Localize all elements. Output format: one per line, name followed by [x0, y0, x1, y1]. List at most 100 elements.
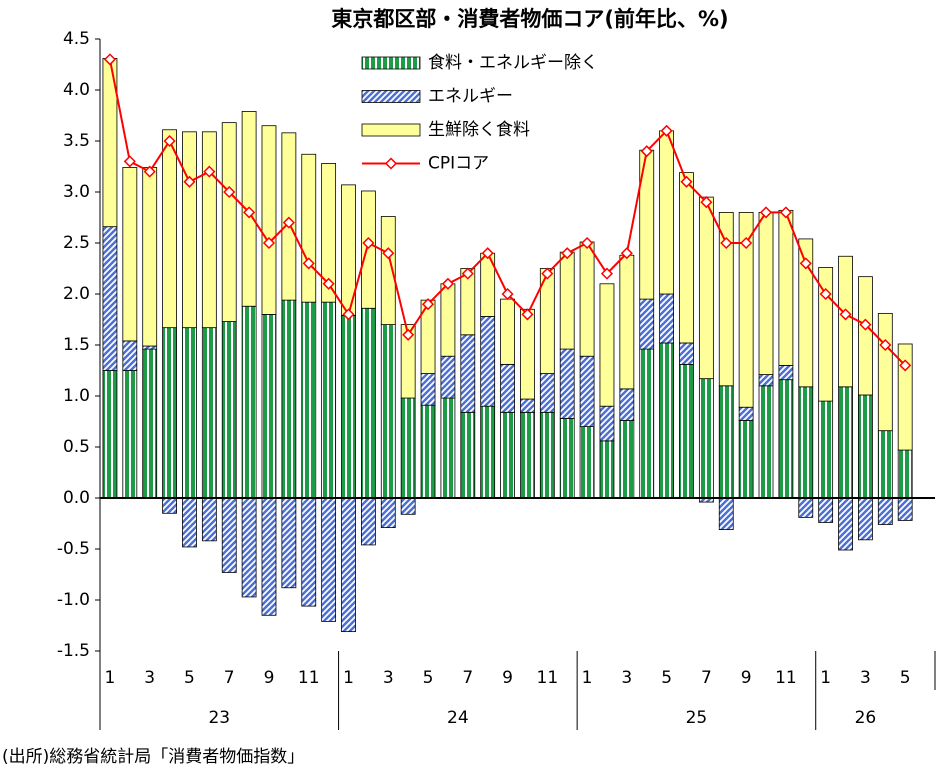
bar-segment — [500, 411, 515, 499]
bar-segment — [221, 122, 237, 322]
line-marker — [362, 236, 375, 250]
bar-segment — [798, 238, 814, 388]
line-marker — [163, 134, 176, 148]
bar-segment — [599, 283, 615, 407]
bar-segment — [261, 125, 277, 315]
line-marker — [183, 175, 196, 188]
line-marker — [720, 236, 733, 250]
line-marker — [382, 247, 395, 260]
x-tick-label: 5 — [423, 668, 434, 688]
bar-segment — [718, 497, 734, 531]
bar-segment — [321, 301, 337, 499]
bar-segment — [619, 420, 635, 499]
bar-segment — [360, 307, 376, 499]
bar-segment — [778, 364, 794, 381]
bar-segment — [639, 348, 655, 499]
bar-segment — [281, 497, 297, 589]
bar-segment — [659, 130, 675, 295]
bar-segment — [241, 497, 257, 598]
x-tick-label: 11 — [537, 668, 559, 688]
y-tick-label: 2.5 — [63, 233, 90, 253]
line-marker — [600, 267, 614, 280]
line-marker — [521, 308, 534, 321]
line-marker — [103, 53, 117, 66]
bar-segment — [182, 327, 197, 499]
bar-segment — [718, 211, 734, 387]
bar-segment — [659, 293, 675, 344]
bar-segment — [500, 298, 515, 365]
bar-segment — [261, 497, 277, 616]
bar-segment — [261, 313, 277, 499]
x-tick-label: 9 — [264, 668, 275, 688]
bar-segment — [758, 374, 774, 387]
y-tick-label: 0.5 — [63, 437, 90, 457]
bar-segment — [122, 340, 138, 371]
line-marker — [561, 247, 574, 260]
bar-segment — [201, 327, 217, 499]
bar-segment — [142, 348, 158, 499]
x-tick-label: 7 — [701, 668, 712, 688]
line-marker — [421, 298, 435, 311]
bar-segment — [162, 129, 177, 329]
bar-segment — [679, 172, 694, 344]
bar-segment — [480, 316, 496, 407]
bar-segment — [659, 342, 675, 499]
bar-segment — [698, 196, 714, 380]
line-marker — [700, 196, 713, 209]
bar-segment — [778, 209, 794, 366]
line-marker — [779, 206, 792, 219]
x-tick-label: 3 — [144, 668, 155, 688]
bar-segment — [818, 400, 834, 499]
line-marker — [302, 257, 315, 270]
bar-segment — [420, 404, 436, 499]
bar-segment — [460, 411, 476, 499]
bar-segment — [221, 497, 237, 573]
x-tick-label: 1 — [820, 668, 831, 688]
x-tick-label: 1 — [105, 668, 116, 688]
bar-segment — [520, 398, 535, 413]
bar-segment — [500, 363, 515, 413]
bar-segment — [162, 497, 177, 514]
bar-segment — [440, 283, 456, 357]
year-label: 25 — [686, 708, 708, 728]
line-marker — [481, 247, 494, 260]
bar-segment — [400, 324, 416, 399]
bar-segment — [221, 321, 237, 499]
bar-segment — [798, 497, 814, 518]
bar-segment — [380, 324, 396, 499]
y-tick-label: -1.5 — [57, 641, 90, 661]
x-tick-label: 11 — [775, 668, 797, 688]
x-tick-label: 5 — [184, 668, 195, 688]
line-marker — [859, 318, 872, 331]
bar-segment — [301, 301, 317, 499]
bar-segment — [281, 299, 297, 499]
chart-title: 東京都区部・消費者物価コア(前年比、%) — [331, 7, 728, 31]
bar-segment — [360, 497, 376, 546]
bar-segment — [619, 388, 635, 421]
line-marker — [759, 206, 773, 219]
line-marker — [799, 257, 812, 270]
line-marker — [322, 277, 335, 290]
bar-segment — [520, 308, 535, 400]
bar-segment — [122, 167, 138, 342]
bar-segment — [539, 373, 555, 413]
x-tick-label: 9 — [502, 668, 513, 688]
bar-segment — [539, 411, 555, 499]
year-label: 23 — [208, 708, 230, 728]
bar-segment — [559, 251, 575, 350]
bar-segment — [380, 216, 396, 325]
x-tick-label: 1 — [343, 668, 354, 688]
bar-segment — [201, 497, 217, 542]
bar-segment — [877, 430, 893, 499]
bar-segment — [102, 226, 118, 371]
bar-segment — [679, 342, 694, 365]
bar-segment — [301, 153, 317, 303]
x-tick-label: 3 — [383, 668, 394, 688]
bar-segment — [182, 497, 197, 548]
x-tick-label: 9 — [741, 668, 752, 688]
bar-segment — [698, 378, 714, 499]
bar-segment — [858, 276, 873, 396]
legend-label: CPIコア — [428, 154, 489, 174]
y-tick-label: 1.0 — [63, 386, 90, 406]
bar-segment — [599, 405, 615, 442]
